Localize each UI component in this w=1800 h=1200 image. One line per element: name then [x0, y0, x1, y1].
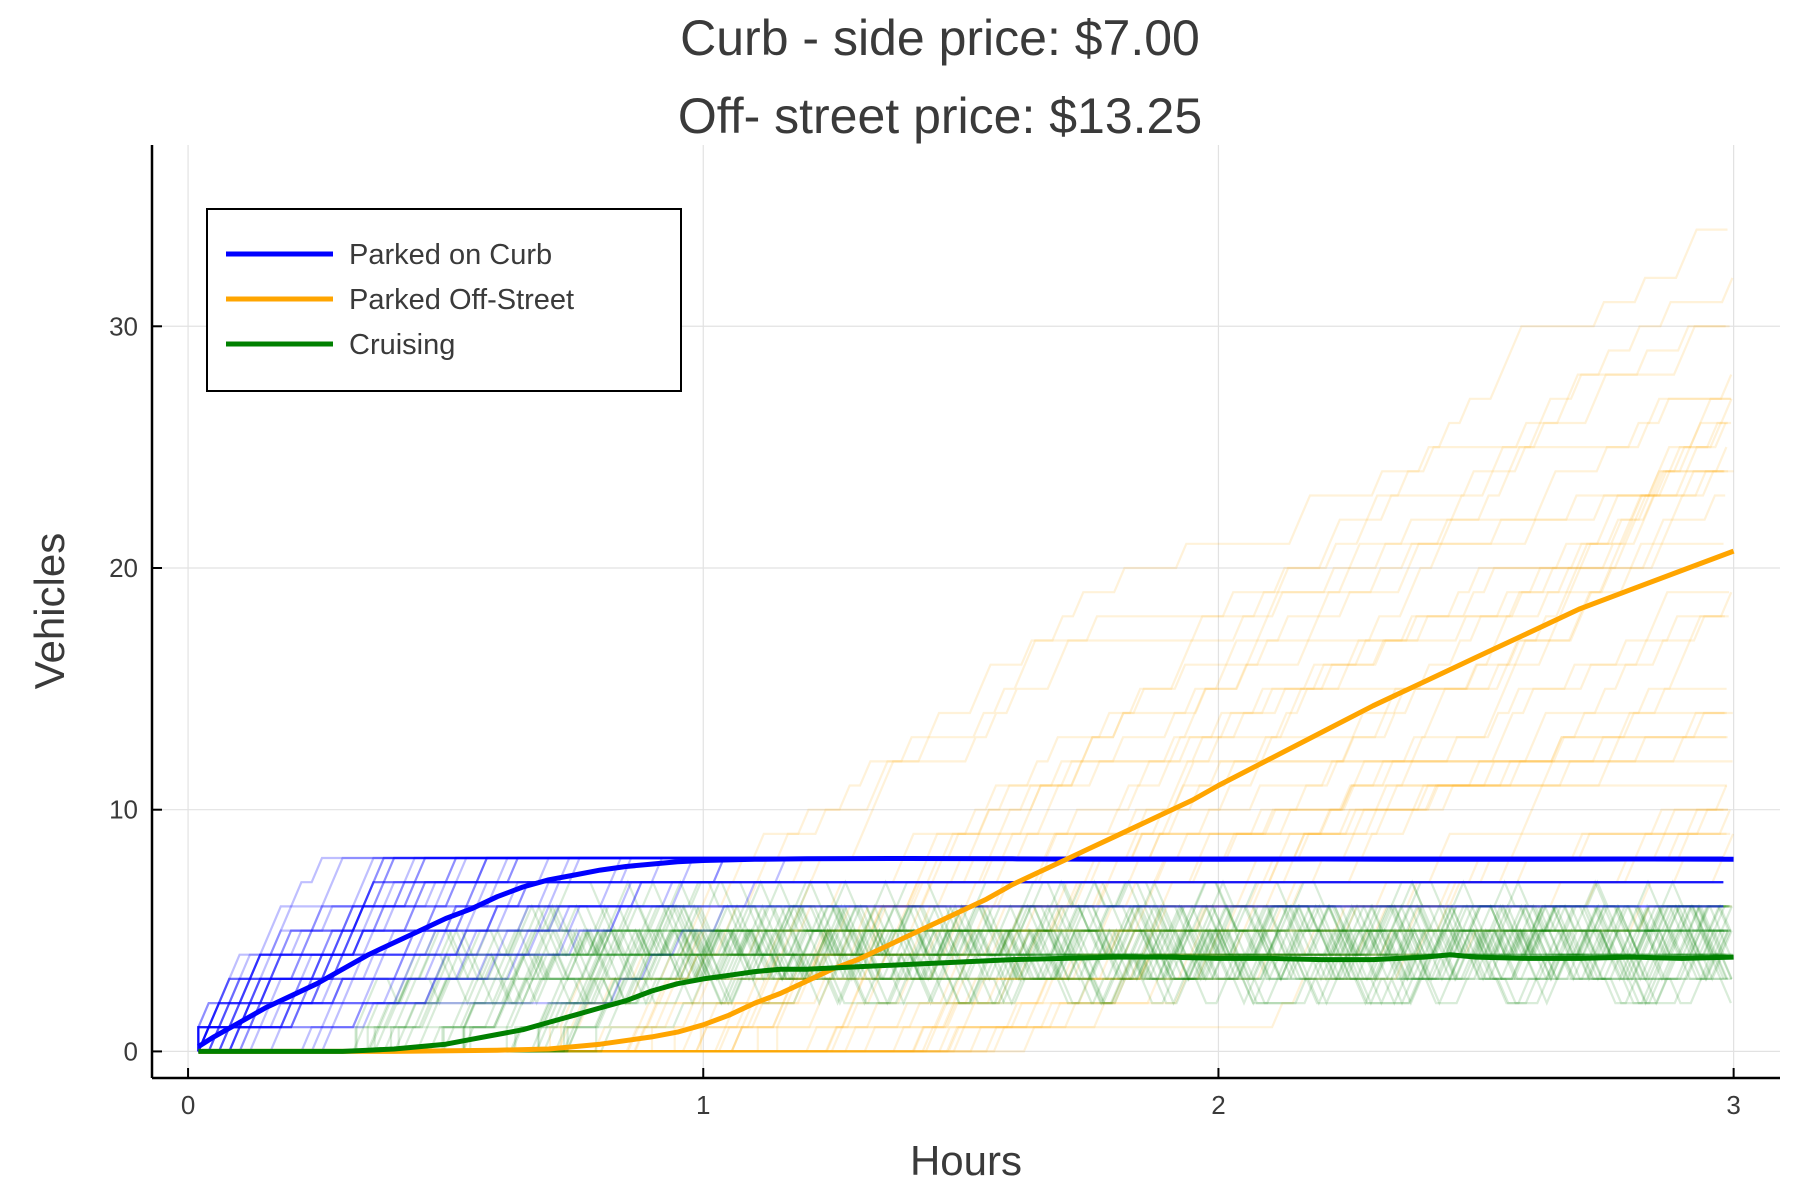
- cruising-trace: [198, 879, 1726, 1053]
- offstreet-trace: [198, 856, 1726, 1053]
- y-tick-label: 0: [124, 1036, 138, 1066]
- chart-title-line1: Curb - side price: $7.00: [680, 10, 1200, 66]
- curb-trace: [197, 905, 1724, 1052]
- curb-trace: [197, 881, 1724, 1052]
- offstreet-trace: [198, 808, 1729, 1053]
- cruising-trace: [198, 903, 1726, 1053]
- offstreet-trace: [198, 446, 1728, 1053]
- offstreet-trace: [198, 808, 1728, 1053]
- cruising-trace: [198, 881, 1725, 1053]
- offstreet-trace: [198, 832, 1727, 1053]
- cruising-trace: [198, 903, 1728, 1053]
- series-line-2: [198, 952, 1734, 1054]
- x-tick-label: 0: [181, 1090, 195, 1120]
- legend-label: Parked on Curb: [349, 239, 552, 271]
- offstreet-trace: [198, 905, 1732, 1053]
- curb-trace: [197, 905, 1724, 1052]
- curb-trace: [198, 881, 1724, 1053]
- offstreet-trace: [198, 374, 1733, 1053]
- offstreet-trace: [198, 687, 1727, 1053]
- cruising-trace: [198, 879, 1728, 1053]
- offstreet-trace: [198, 325, 1730, 1053]
- legend-label: Cruising: [349, 329, 455, 361]
- series-line-0: [197, 856, 1734, 1049]
- cruising-trace: [198, 879, 1728, 1053]
- y-tick-label: 30: [109, 311, 138, 341]
- offstreet-trace: [198, 397, 1731, 1053]
- y-axis-label: Vehicles: [26, 533, 73, 689]
- cruising-trace: [198, 903, 1730, 1053]
- cruising-trace: [198, 903, 1732, 1053]
- curb-trace: [197, 881, 1724, 1052]
- offstreet-trace: [198, 832, 1731, 1053]
- cruising-trace: [198, 903, 1728, 1053]
- x-tick-label: 2: [1211, 1090, 1225, 1120]
- offstreet-trace: [198, 591, 1733, 1053]
- curb-trace: [197, 881, 1724, 1052]
- y-tick-label: 10: [109, 795, 138, 825]
- series-line-1: [198, 548, 1735, 1054]
- cruising-trace: [198, 881, 1724, 1053]
- offstreet-trace: [198, 736, 1728, 1053]
- curb-trace: [197, 881, 1724, 1052]
- offstreet-trace: [198, 421, 1732, 1053]
- curb-trace: [198, 881, 1724, 1053]
- offstreet-trace: [198, 421, 1728, 1053]
- offstreet-trace: [198, 398, 1733, 1053]
- cruising-trace: [198, 905, 1727, 1053]
- cruising-trace: [198, 879, 1732, 1053]
- cruising-trace: [198, 903, 1726, 1053]
- offstreet-trace: [198, 711, 1725, 1053]
- offstreet-trace: [198, 711, 1733, 1053]
- cruising-trace: [198, 879, 1732, 1053]
- cruising-trace: [198, 903, 1733, 1053]
- offstreet-trace: [198, 470, 1734, 1053]
- cruising-trace: [198, 903, 1728, 1053]
- curb-trace: [197, 881, 1724, 1052]
- cruising-trace: [198, 903, 1733, 1053]
- cruising-trace: [198, 903, 1733, 1053]
- offstreet-trace: [198, 470, 1725, 1053]
- legend: Parked on Curb Parked Off-Street Cruising: [206, 208, 682, 392]
- cruising-trace: [198, 881, 1728, 1053]
- offstreet-trace: [198, 494, 1726, 1053]
- cruising-trace: [198, 879, 1732, 1053]
- cruising-trace: [198, 903, 1732, 1053]
- curb-trace: [198, 905, 1724, 1053]
- offstreet-trace: [198, 542, 1724, 1053]
- x-tick-label: 1: [696, 1090, 710, 1120]
- offstreet-trace: [198, 325, 1726, 1053]
- offstreet-trace: [198, 470, 1724, 1053]
- y-tick-label: 20: [109, 553, 138, 583]
- cruising-trace: [198, 879, 1734, 1053]
- offstreet-trace: [198, 422, 1727, 1053]
- x-tick-label: 3: [1726, 1090, 1740, 1120]
- chart-title-line2: Off- street price: $13.25: [678, 88, 1202, 144]
- cruising-trace: [198, 903, 1733, 1053]
- cruising-trace: [198, 881, 1725, 1053]
- legend-label: Parked Off-Street: [349, 284, 574, 316]
- offstreet-trace: [198, 736, 1727, 1053]
- cruising-trace: [198, 879, 1730, 1053]
- cruising-trace: [198, 903, 1729, 1053]
- offstreet-trace: [198, 760, 1733, 1053]
- offstreet-trace: [198, 833, 1735, 1053]
- series-lines: [197, 548, 1735, 1054]
- x-axis-label: Hours: [910, 1137, 1022, 1184]
- cruising-trace: [198, 879, 1733, 1053]
- cruising-trace: [198, 903, 1728, 1053]
- cruising-trace: [198, 903, 1726, 1053]
- curb-trace: [198, 881, 1724, 1053]
- cruising-trace: [198, 881, 1731, 1053]
- cruising-trace: [198, 879, 1731, 1053]
- offstreet-trace: [198, 228, 1728, 1053]
- offstreet-trace: [198, 711, 1727, 1053]
- cruising-trace: [198, 903, 1730, 1053]
- cruising-trace: [198, 881, 1731, 1053]
- cruising-trace: [198, 879, 1732, 1053]
